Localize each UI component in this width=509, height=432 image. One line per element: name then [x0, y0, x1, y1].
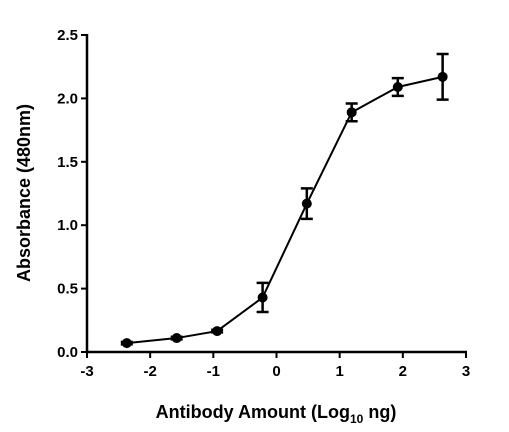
y-tick-label: 1.0: [57, 217, 78, 234]
x-tick-label: 1: [335, 363, 343, 380]
point: [121, 338, 132, 349]
x-tick-label: 0: [272, 363, 280, 380]
point: [392, 81, 403, 92]
x-tick-label: -3: [80, 363, 93, 380]
point: [212, 326, 223, 337]
point: [301, 198, 312, 209]
x-tick-label: 3: [462, 363, 470, 380]
y-tick-label: 2.0: [57, 90, 78, 107]
y-tick-label: 0.0: [57, 344, 78, 361]
x-tick-label: -1: [207, 363, 220, 380]
y-tick-label: 2.5: [57, 27, 78, 44]
point: [437, 71, 448, 82]
x-tick-label: 2: [399, 363, 407, 380]
y-tick-label: 1.5: [57, 154, 78, 171]
point: [346, 107, 357, 118]
x-tick-label: -2: [143, 363, 156, 380]
point: [257, 292, 268, 303]
y-axis-label: Absorbance (480nm): [14, 104, 34, 282]
x-axis-label: Antibody Amount (Log10 ng): [156, 402, 397, 426]
point: [171, 333, 182, 344]
line: [126, 75, 443, 345]
y-tick-label: 0.5: [57, 281, 78, 298]
